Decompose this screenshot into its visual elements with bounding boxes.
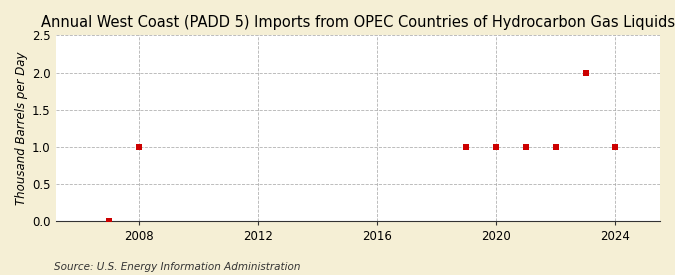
- Point: [580, 70, 591, 75]
- Y-axis label: Thousand Barrels per Day: Thousand Barrels per Day: [15, 52, 28, 205]
- Point: [461, 145, 472, 149]
- Point: [491, 145, 502, 149]
- Point: [104, 219, 115, 224]
- Point: [550, 145, 561, 149]
- Point: [520, 145, 531, 149]
- Point: [610, 145, 621, 149]
- Text: Source: U.S. Energy Information Administration: Source: U.S. Energy Information Administ…: [54, 262, 300, 272]
- Point: [134, 145, 144, 149]
- Title: Annual West Coast (PADD 5) Imports from OPEC Countries of Hydrocarbon Gas Liquid: Annual West Coast (PADD 5) Imports from …: [40, 15, 675, 30]
